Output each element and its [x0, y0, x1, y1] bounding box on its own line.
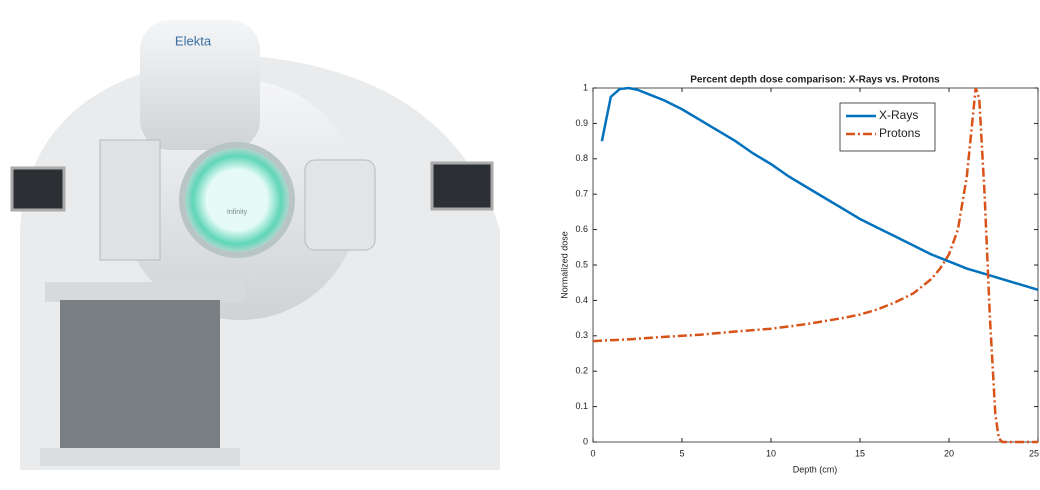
brand-label: Infinity: [227, 209, 248, 216]
legend-label: Protons: [879, 126, 920, 140]
couch-top: [45, 282, 245, 302]
monitor: [432, 163, 492, 209]
x-tick-label: 5: [679, 448, 684, 458]
chart-title: Percent depth dose comparison: X-Rays vs…: [690, 75, 940, 86]
page: Elekta Infinity Percent depth dose compa…: [0, 0, 1040, 485]
y-tick-label: 0.5: [575, 259, 588, 269]
x-tick-label: 20: [944, 448, 954, 458]
imager-right: [305, 160, 375, 250]
couch-foot: [40, 448, 240, 466]
chart: Percent depth dose comparison: X-Rays vs…: [559, 75, 1039, 475]
y-tick-label: 0.4: [575, 295, 588, 305]
bore: [182, 145, 292, 255]
y-tick-label: 0: [583, 436, 588, 446]
y-tick-label: 0.2: [575, 366, 588, 376]
x-tick-label: 15: [855, 448, 865, 458]
logo: Elekta: [175, 33, 212, 48]
couch-base: [60, 300, 220, 450]
y-tick-label: 1: [583, 82, 588, 92]
x-tick-label: 10: [766, 448, 776, 458]
x-axis-label: Depth (cm): [793, 464, 838, 474]
monitor: [12, 168, 64, 210]
y-tick-label: 0.7: [575, 189, 588, 199]
y-tick-label: 0.9: [575, 118, 588, 128]
y-tick-label: 0.3: [575, 330, 588, 340]
y-tick-label: 0.6: [575, 224, 588, 234]
y-axis-label: Normalized dose: [559, 231, 569, 299]
y-tick-label: 0.1: [575, 401, 588, 411]
x-tick-label: 25: [1029, 448, 1039, 458]
scene: Elekta Infinity Percent depth dose compa…: [0, 0, 1040, 485]
photo: Elekta Infinity: [12, 20, 500, 470]
y-tick-label: 0.8: [575, 153, 588, 163]
imager: [100, 140, 160, 260]
legend-label: X-Rays: [879, 108, 918, 122]
x-tick-label: 0: [590, 448, 595, 458]
